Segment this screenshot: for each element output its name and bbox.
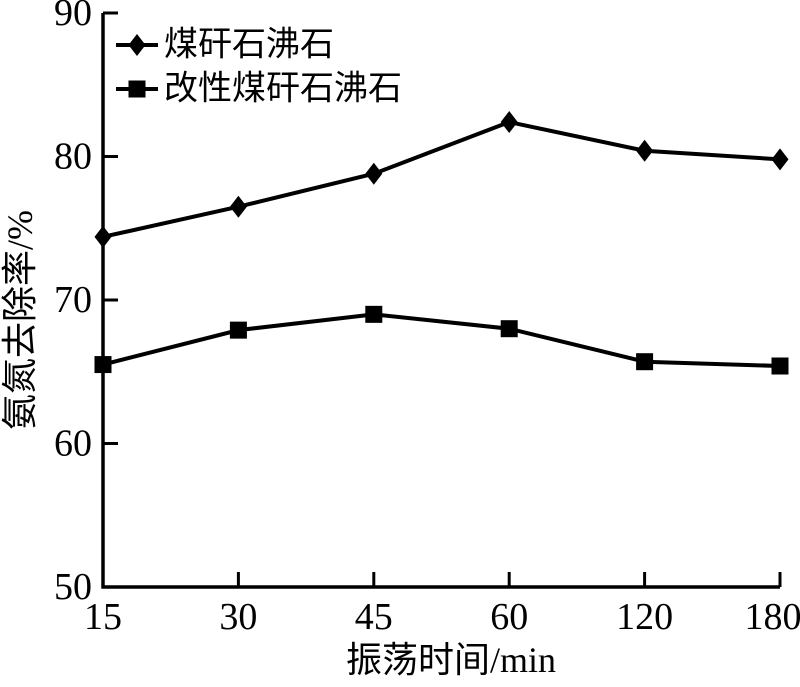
square-marker-icon [636,353,654,371]
y-tick-label: 90 [54,0,92,34]
x-axis-title: 振荡时间/min [346,640,556,680]
diamond-marker-icon [771,148,789,171]
square-marker-icon [229,321,247,339]
series-square [94,305,789,375]
diamond-marker-icon [128,34,146,56]
y-tick-label: 60 [54,423,92,465]
diamond-marker-icon [229,195,247,218]
x-tick-labels: 15 30 45 60 120 180 [84,596,800,638]
y-axis-ticks [103,11,118,589]
x-tick-label: 60 [490,596,528,638]
square-marker-icon [500,320,518,338]
series-line [102,119,781,239]
diamond-marker-icon [500,111,518,134]
legend-item: 改性煤矸石沸石 [116,70,402,108]
x-tick-label: 30 [219,596,257,638]
y-axis-title: 氨氮去除率/% [0,210,40,430]
legend-label: 改性煤矸石沸石 [164,70,402,108]
square-marker-icon [94,356,112,374]
y-tick-label: 70 [54,279,92,321]
x-tick-label: 120 [616,596,673,638]
y-tick-label: 50 [54,566,92,608]
square-marker-icon [771,357,789,375]
legend-item: 煤矸石沸石 [116,26,334,64]
legend-label: 煤矸石沸石 [164,26,334,64]
x-tick-label: 180 [745,596,800,638]
square-marker-icon [128,80,146,98]
diamond-marker-icon [636,139,654,162]
data-series [94,111,789,375]
series-diamond [94,111,789,248]
series-line [102,312,781,369]
diamond-marker-icon [94,225,112,248]
x-tick-label: 45 [355,596,393,638]
x-tick-label: 15 [84,596,122,638]
square-marker-icon [365,305,383,323]
diamond-marker-icon [365,162,383,185]
y-tick-labels: 90 80 70 60 50 [54,0,92,608]
y-tick-label: 80 [54,136,92,178]
x-axis-ticks [101,572,782,587]
